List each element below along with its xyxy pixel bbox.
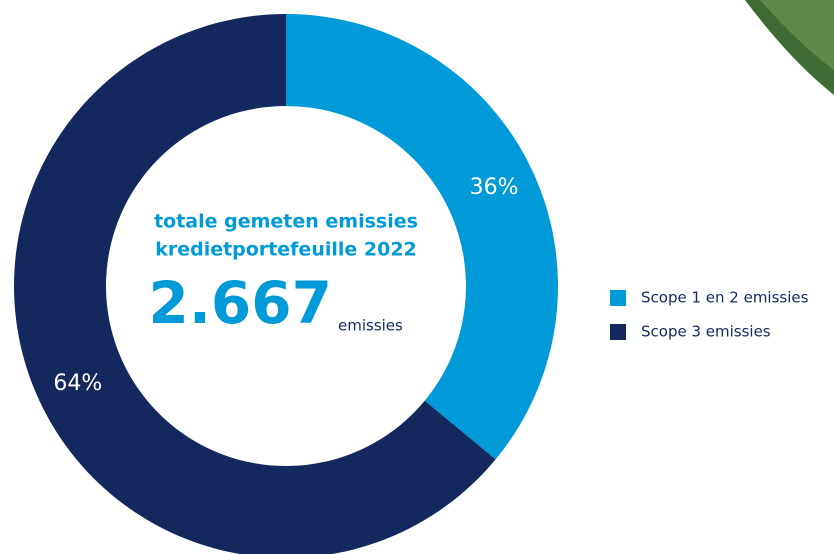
center-title: kredietportefeuille 2022	[155, 239, 417, 261]
value-label: 36%	[470, 175, 519, 200]
donut-slice	[14, 14, 496, 554]
legend-label: Scope 3 emissies	[641, 323, 771, 341]
center-unit: emissies	[338, 317, 403, 335]
forest-image-highlight	[760, 0, 834, 70]
center-value: 2.667	[149, 269, 332, 337]
legend-swatch	[610, 290, 626, 306]
legend-label: Scope 1 en 2 emissies	[641, 289, 809, 307]
legend-swatch	[610, 324, 626, 340]
value-label: 64%	[53, 371, 102, 396]
center-title: totale gemeten emissies	[154, 211, 418, 233]
donut-slice	[286, 14, 558, 460]
